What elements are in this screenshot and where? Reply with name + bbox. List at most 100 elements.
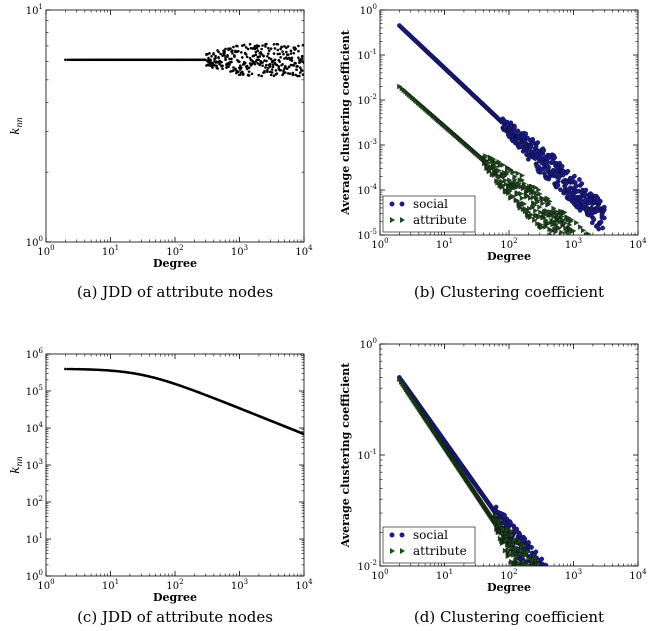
data-point [544, 596, 549, 601]
data-point [548, 579, 553, 584]
data-point [267, 52, 270, 55]
data-point [522, 183, 528, 190]
data-point [561, 591, 565, 595]
data-point [540, 588, 544, 592]
data-point [245, 64, 249, 68]
data-point [561, 626, 565, 630]
data-point [570, 599, 574, 603]
data-point [211, 61, 214, 65]
data-point [499, 517, 505, 524]
data-point [254, 53, 258, 57]
data-point [572, 603, 576, 607]
data-point [600, 262, 605, 267]
data-point [255, 46, 259, 50]
data-point [521, 558, 527, 565]
data-point [528, 569, 532, 573]
data-point [600, 244, 605, 249]
data-point [537, 578, 541, 582]
data-point [532, 582, 536, 586]
data-point [247, 70, 251, 73]
data-point [605, 276, 610, 281]
data-point [618, 287, 623, 292]
data-point [545, 599, 549, 603]
y-tick-label: 10-4 [357, 183, 377, 197]
data-point [620, 264, 625, 269]
data-point [300, 69, 304, 72]
data-point [217, 50, 220, 54]
data-point [597, 250, 602, 255]
data-point [573, 254, 578, 259]
data-point [217, 56, 220, 60]
data-point [279, 47, 282, 51]
data-point [66, 58, 70, 62]
data-point [496, 167, 502, 174]
data-point [531, 194, 537, 201]
data-point [586, 234, 587, 235]
data-point [530, 183, 536, 190]
data-point [606, 273, 611, 278]
data-point [281, 50, 284, 53]
data-point [539, 582, 543, 586]
data-point [493, 504, 499, 510]
data-point [560, 598, 564, 602]
data-point [523, 568, 527, 572]
data-point [546, 582, 550, 586]
data-point [559, 596, 564, 601]
data-point [610, 272, 615, 277]
data-point [562, 597, 566, 601]
legend-box [382, 195, 476, 233]
data-point [246, 47, 250, 51]
legend-marker [399, 532, 405, 538]
data-point [515, 170, 521, 177]
x-tick-label: 102 [166, 578, 183, 592]
data-point [525, 563, 531, 566]
y-tick-exponent: -1 [370, 48, 377, 56]
data-point [265, 59, 268, 63]
data-point [551, 602, 555, 606]
data-point [500, 182, 506, 189]
data-point [240, 66, 243, 69]
data-point [518, 143, 523, 149]
data-point [535, 587, 539, 591]
data-point [535, 593, 540, 598]
data-point [532, 217, 538, 223]
data-point [583, 187, 589, 193]
data-point [612, 282, 617, 287]
data-point [502, 547, 508, 554]
data-point [524, 193, 531, 200]
data-point [534, 583, 538, 587]
data-point [281, 62, 284, 66]
data-point [628, 282, 633, 287]
data-point [597, 272, 602, 277]
data-point [539, 588, 544, 593]
data-point [298, 74, 301, 78]
data-point [558, 239, 563, 244]
data-point [613, 264, 618, 269]
data-point [493, 159, 499, 165]
data-point [628, 291, 633, 296]
data-point [537, 603, 542, 608]
data-point [525, 568, 529, 572]
data-point [230, 60, 233, 64]
data-point [533, 583, 538, 588]
data-point [633, 275, 638, 280]
data-point [518, 190, 524, 197]
y-tick-exponent: 6 [39, 347, 44, 355]
data-point [604, 250, 609, 255]
data-point [558, 591, 562, 595]
data-point [587, 256, 592, 261]
data-point [272, 42, 276, 46]
data-point [539, 567, 544, 572]
data-point [502, 177, 508, 184]
data-point [531, 599, 536, 604]
data-point [547, 584, 551, 588]
data-point [556, 596, 561, 601]
data-point [548, 587, 552, 591]
data-point [228, 57, 231, 61]
data-point [568, 228, 574, 235]
data-point [536, 567, 541, 572]
data-point [540, 579, 545, 584]
data-point [289, 49, 293, 53]
y-tick-exponent: 0 [39, 569, 43, 577]
